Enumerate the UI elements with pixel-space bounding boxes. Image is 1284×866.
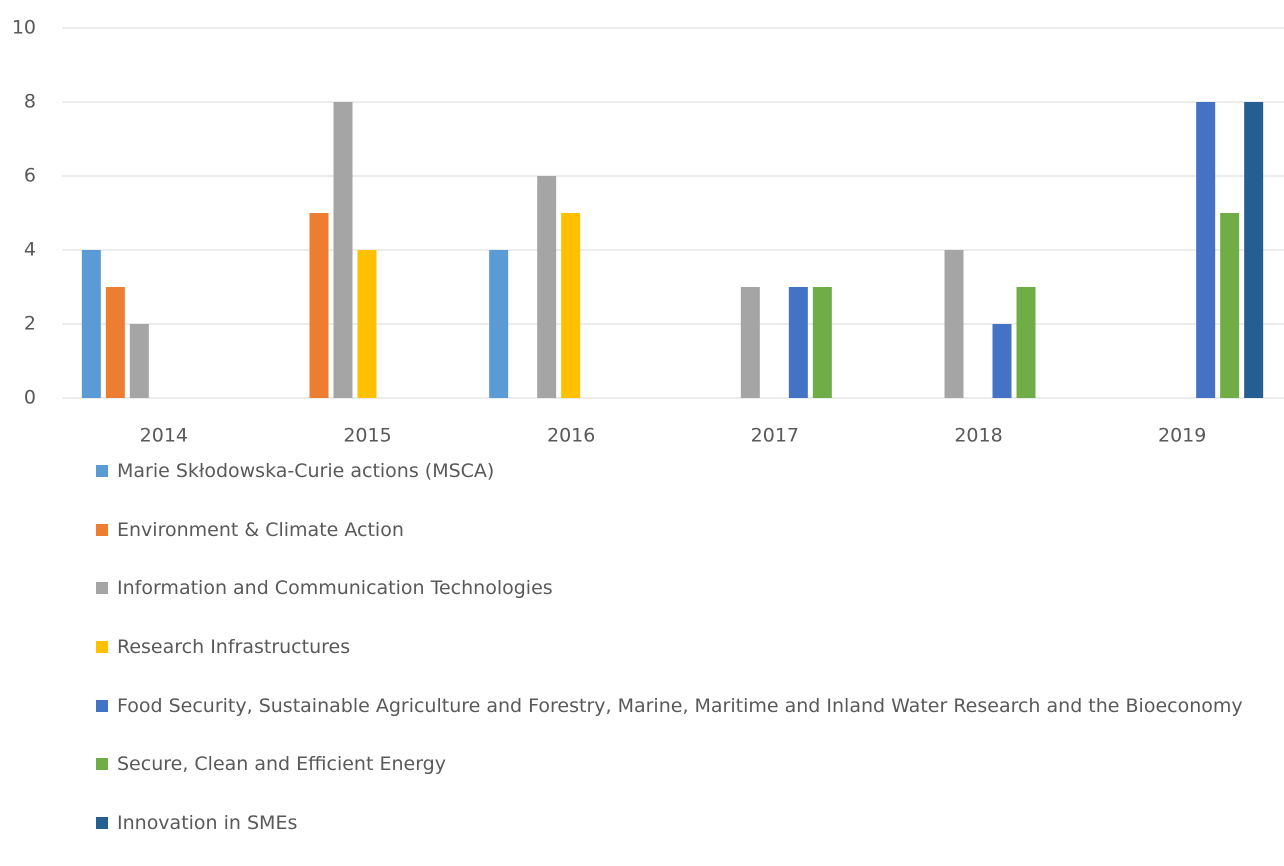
legend-item: Secure, Clean and Efficient Energy (96, 748, 1280, 807)
legend-label: Food Security, Sustainable Agriculture a… (117, 694, 1243, 717)
bar (309, 213, 329, 398)
legend-item: Innovation in SMEs (96, 807, 1280, 866)
y-tick-label: 2 (24, 313, 36, 335)
x-tick-label: 2018 (954, 425, 1002, 447)
y-tick-label: 10 (12, 17, 36, 39)
legend-label: Secure, Clean and Efficient Energy (117, 753, 446, 776)
x-tick-label: 2017 (751, 425, 799, 447)
x-tick-label: 2014 (140, 425, 188, 447)
legend-label: Marie Skłodowska-Curie actions (MSCA) (117, 460, 495, 482)
legend-item: Information and Communication Technologi… (96, 572, 1280, 631)
bar (1244, 102, 1264, 398)
bar (992, 324, 1012, 398)
bar (537, 176, 557, 398)
legend-swatch (96, 699, 108, 712)
legend-item: Environment & Climate Action (96, 514, 1280, 573)
chart: 0 2 4 6 8 10 2014 2015 2016 2017 2018 2019 (12, 17, 1284, 447)
legend-item: Marie Skłodowska-Curie actions (MSCA) (96, 455, 1280, 514)
legend-swatch (96, 758, 108, 771)
bar (1016, 287, 1036, 398)
x-tick-label: 2016 (547, 425, 595, 447)
bar (129, 324, 149, 398)
bar (812, 287, 832, 398)
bar (357, 250, 377, 398)
y-tick-label: 0 (24, 387, 36, 409)
bar (105, 287, 125, 398)
legend-label: Information and Communication Technologi… (117, 577, 553, 600)
y-tick-label: 8 (24, 91, 36, 113)
x-tick-label: 2015 (343, 425, 391, 447)
legend-label: Research Infrastructures (117, 636, 351, 659)
legend-swatch (96, 465, 108, 477)
bar (740, 287, 760, 398)
bar (561, 213, 581, 398)
legend-swatch (96, 817, 108, 830)
page: 0 2 4 6 8 10 2014 2015 2016 2017 2018 2019 Marie Sk… (11, 16, 1284, 835)
legend-swatch (96, 582, 108, 595)
legend: Marie Skłodowska-Curie actions (MSCA) Env… (96, 455, 1280, 866)
bar (489, 250, 509, 398)
legend-label: Environment & Climate Action (117, 518, 404, 541)
legend-item: Research Infrastructures (96, 631, 1280, 690)
legend-swatch (96, 641, 108, 654)
bar (944, 250, 964, 398)
bar (1196, 102, 1216, 398)
legend-swatch (96, 523, 108, 536)
legend-item: Food Security, Sustainable Agriculture a… (96, 690, 1280, 749)
bar (81, 250, 101, 398)
legend-label: Innovation in SMEs (117, 812, 298, 835)
bar (1220, 213, 1240, 398)
x-tick-label: 2019 (1158, 425, 1206, 447)
bar (788, 287, 808, 398)
y-tick-label: 4 (24, 239, 36, 261)
y-tick-label: 6 (24, 165, 36, 187)
bar (333, 102, 353, 398)
